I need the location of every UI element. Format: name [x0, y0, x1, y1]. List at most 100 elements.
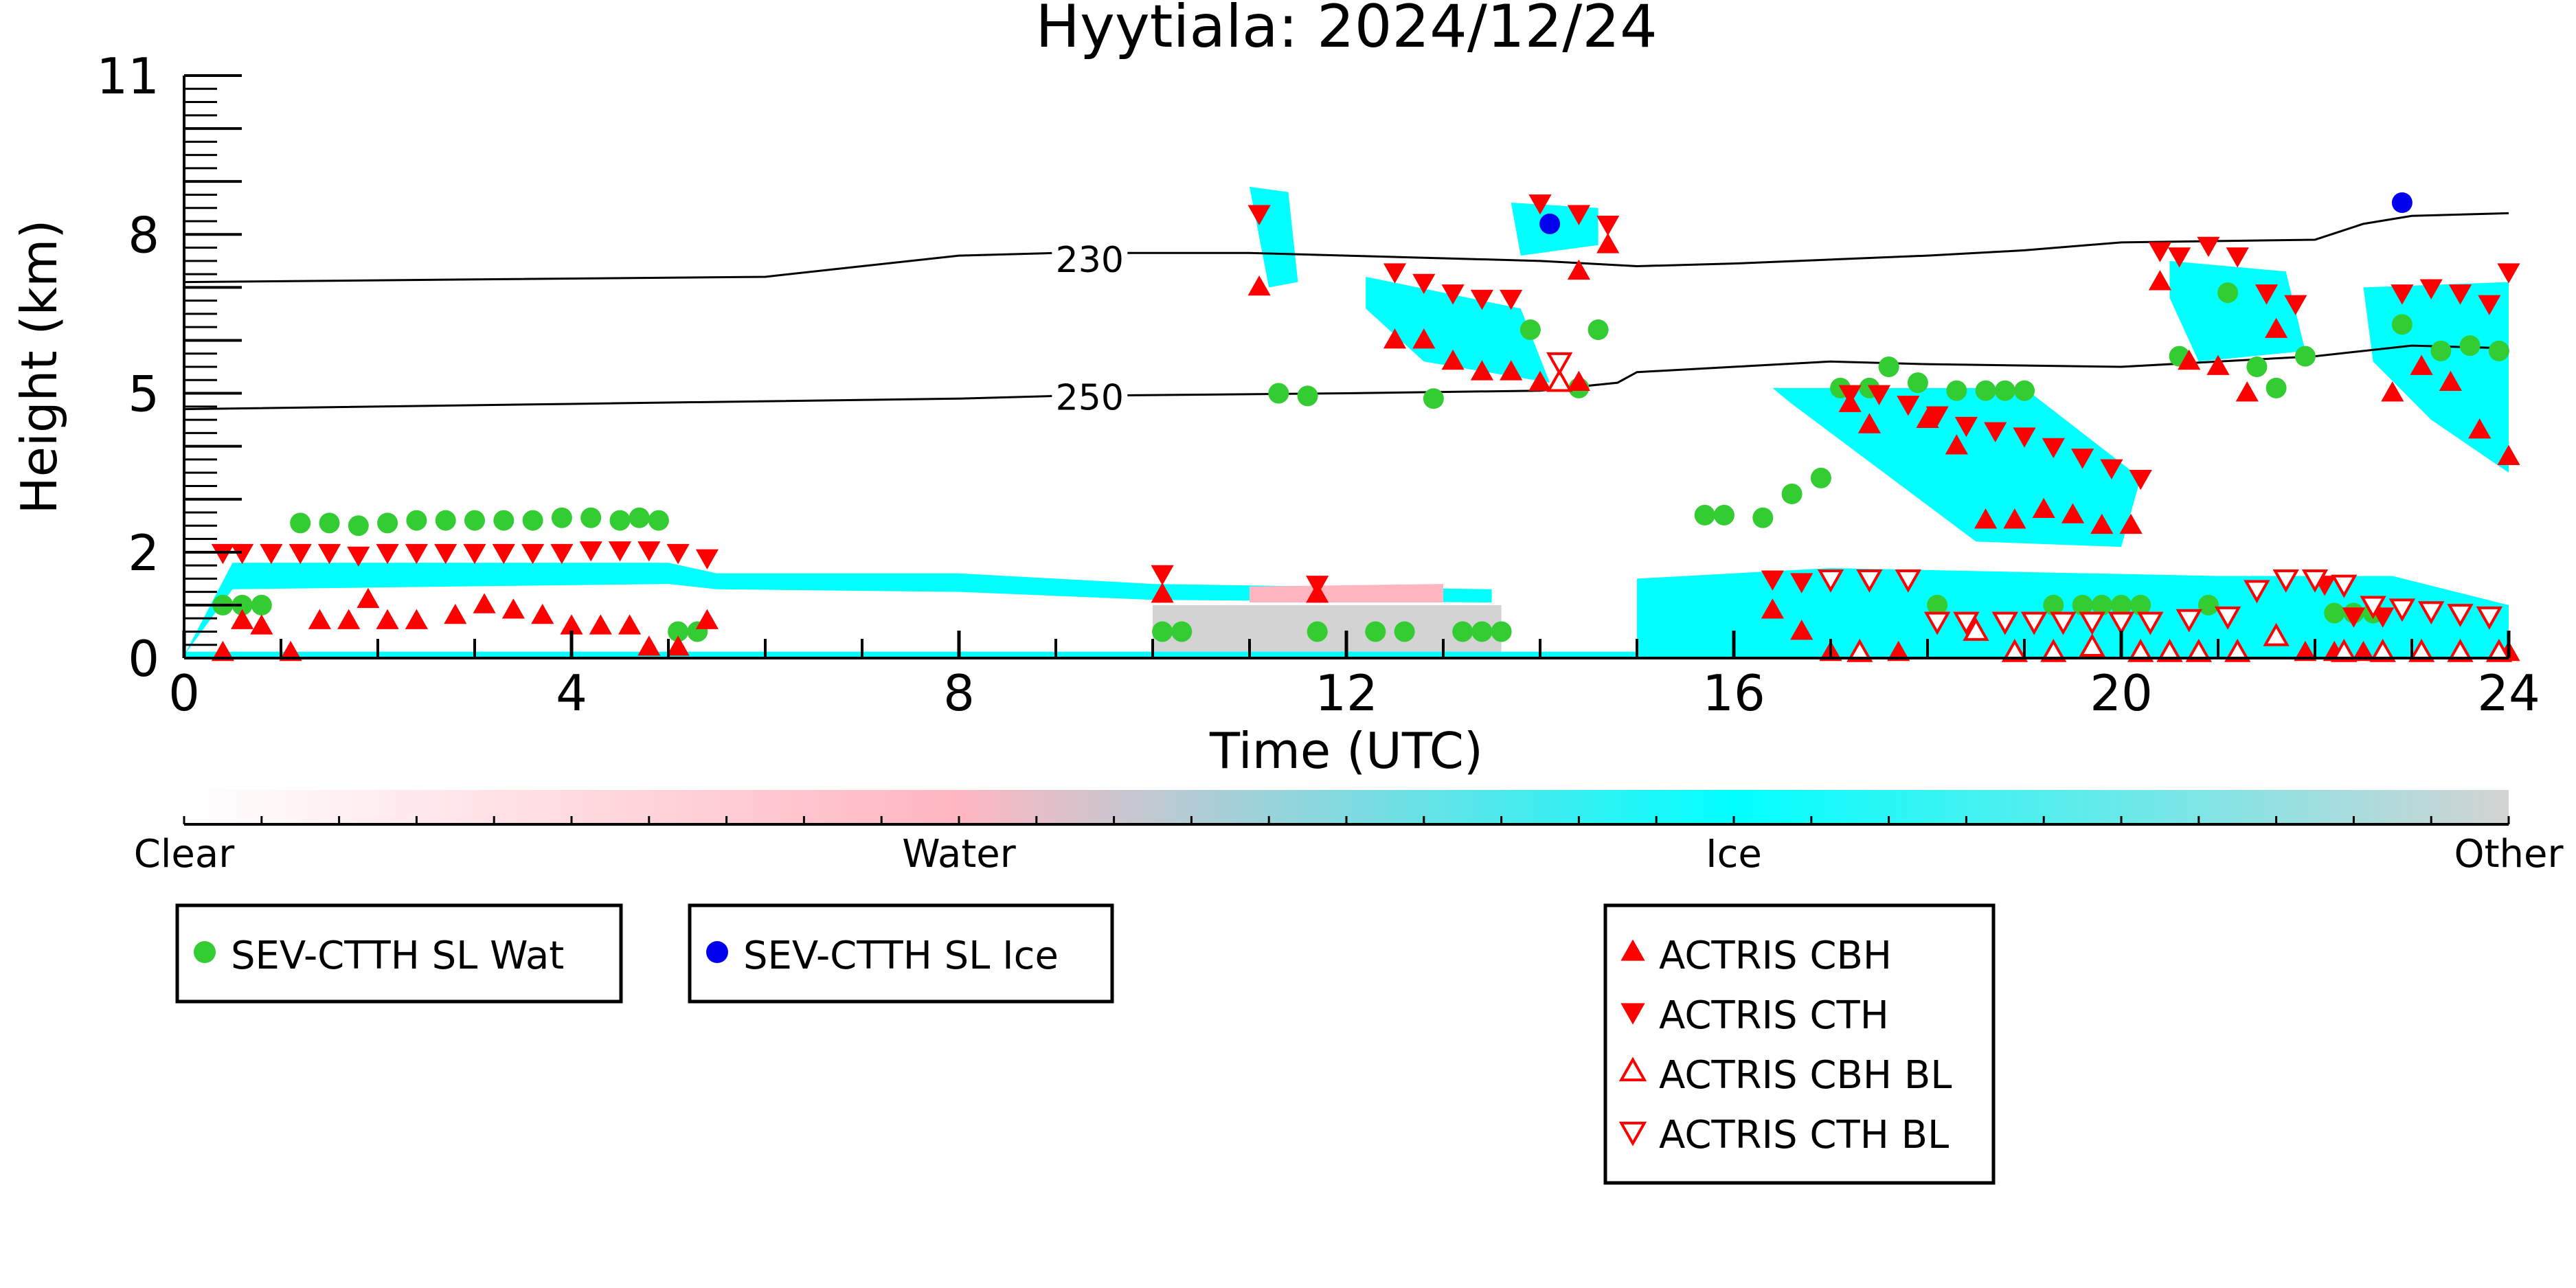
point-actris-cbh-2 [250, 614, 273, 635]
point-actris-cth-4 [317, 543, 341, 565]
colorbar-label-other: Other [2454, 832, 2564, 877]
point-sev-ctth-sl-wat-44 [1975, 380, 1996, 401]
point-actris-cth-15 [637, 541, 661, 562]
point-actris-cth-bl-18 [2360, 596, 2386, 620]
y-tick-label-8: 8 [128, 206, 159, 264]
legend-box-0 [175, 903, 623, 1004]
x-tick-label-20: 20 [2090, 664, 2153, 722]
contour-label-bg-250 [1052, 375, 1128, 414]
point-actris-cth-bl-15 [2272, 569, 2299, 593]
point-sev-ctth-sl-wat-22 [1297, 385, 1318, 407]
point-actris-cth-35 [1925, 406, 1949, 427]
point-actris-cth-bl-22 [2476, 606, 2502, 630]
cloud-region-1 [1250, 584, 1443, 603]
point-actris-cbh-bl-5 [2079, 633, 2105, 657]
point-actris-cth-34 [1897, 396, 1920, 416]
point-actris-cbh-27 [1528, 370, 1552, 392]
point-actris-cth-bl-21 [2447, 604, 2474, 627]
colorbar-labels: Clear Water Ice Other [134, 832, 2564, 877]
point-actris-cth-47 [2255, 284, 2279, 305]
point-actris-cbh-14 [589, 614, 612, 635]
contour-label-250: 250 [1056, 377, 1124, 418]
point-sev-ctth-sl-wat-3 [290, 512, 311, 534]
plot-axes: 0 2 5 8 11 0 4 8 12 16 20 24 [96, 47, 2540, 722]
cloud-region-6 [1366, 276, 1550, 383]
point-actris-cbh-1 [230, 609, 254, 629]
point-sev-ctth-sl-wat-16 [648, 510, 669, 531]
point-actris-cbh-46 [2178, 349, 2201, 370]
point-actris-cth-bl-17 [2331, 574, 2358, 598]
point-sev-ctth-sl-wat-30 [1519, 319, 1541, 341]
point-sev-ctth-sl-wat-7 [406, 510, 427, 531]
point-actris-cth-45 [2197, 236, 2220, 258]
point-actris-cbh-11 [501, 598, 526, 619]
point-actris-cth-bl-12 [2176, 609, 2202, 633]
point-actris-cth-bl-3 [1895, 569, 1921, 593]
point-actris-cbh-49 [2264, 317, 2288, 338]
point-sev-ctth-sl-wat-36 [1781, 484, 1803, 505]
point-actris-cbh-43 [2090, 513, 2114, 534]
point-actris-cbh-bl-13 [2408, 638, 2435, 662]
point-actris-cth-bl-13 [2214, 606, 2241, 630]
point-actris-cth-bl-4 [1923, 611, 1951, 635]
legend-label-actris-cbh-bl: ACTRIS CBH BL [1659, 1053, 1952, 1098]
point-actris-cbh-bl-7 [2156, 638, 2183, 662]
cloud-region-0 [184, 563, 1492, 656]
point-actris-cbh-35 [1857, 413, 1882, 433]
point-actris-cbh-3 [279, 640, 302, 662]
point-sev-ctth-sl-wat-17 [668, 621, 689, 642]
point-sev-ctth-sl-wat-32 [1588, 319, 1609, 341]
point-actris-cth-bl-1 [1817, 569, 1844, 593]
legend-marker-sev-ctth-sl-wat [194, 941, 216, 963]
point-actris-cth-bl-6 [1991, 611, 2018, 635]
legend-marker-actris-cbh-bl [1618, 1057, 1647, 1082]
point-actris-cth-bl-8 [2050, 611, 2077, 635]
point-actris-cth-17 [695, 549, 719, 569]
legend-marker-actris-cbh [1620, 939, 1645, 961]
point-sev-ctth-sl-wat-63 [2459, 335, 2481, 357]
point-actris-cth-50 [2342, 607, 2366, 628]
point-sev-ctth-sl-wat-62 [2430, 340, 2452, 361]
point-actris-cbh-bl-9 [2224, 638, 2251, 662]
point-actris-cbh-bl-8 [2185, 638, 2212, 662]
point-actris-cth-6 [376, 543, 399, 565]
point-sev-ctth-sl-wat-23 [1307, 621, 1328, 642]
point-sev-ctth-sl-wat-53 [2197, 594, 2219, 615]
point-actris-cth-36 [1954, 416, 1978, 438]
point-actris-cbh-40 [2003, 508, 2026, 529]
point-actris-cth-26 [1528, 194, 1552, 215]
point-actris-cth-bl-19 [2388, 598, 2416, 622]
point-sev-ctth-sl-wat-15 [629, 507, 650, 528]
legend-label-actris-cth-bl: ACTRIS CTH BL [1659, 1113, 1949, 1157]
point-actris-cth-bl-14 [2244, 580, 2270, 604]
point-actris-cth-39 [2042, 438, 2065, 459]
x-tick-label-0: 0 [168, 664, 200, 722]
point-actris-cbh-54 [2410, 354, 2433, 375]
point-actris-cth-bl-2 [1856, 569, 1883, 593]
point-actris-cbh-10 [473, 593, 496, 613]
point-actris-cbh-12 [531, 603, 554, 624]
point-sev-ctth-sl-wat-19 [1152, 621, 1173, 642]
point-actris-cth-52 [2391, 284, 2414, 305]
point-sev-ctth-sl-wat-43 [1946, 380, 1967, 401]
point-sev-ctth-sl-wat-20 [1171, 621, 1193, 642]
point-actris-cth-bl-7 [2020, 611, 2048, 635]
point-actris-cbh-23 [1412, 328, 1436, 349]
point-actris-cbh-bl-2 [1963, 618, 1989, 641]
point-actris-cth-bl-10 [2108, 611, 2135, 635]
point-actris-cth-33 [1867, 385, 1891, 405]
point-actris-cth-54 [2448, 284, 2472, 305]
x-tick-label-4: 4 [556, 664, 587, 722]
colorbar-ticks [183, 816, 2510, 824]
legend-box-2 [1603, 903, 1996, 1185]
contour-line-230 [184, 212, 2509, 284]
legend-label-sev-ctth-sl-wat: SEV-CTTH SL Wat [231, 934, 564, 978]
point-sev-ctth-sl-wat-64 [2488, 340, 2509, 361]
point-actris-cth-3 [289, 543, 312, 565]
point-actris-cbh-28 [1567, 259, 1591, 280]
point-sev-ctth-sl-wat-41 [1907, 372, 1928, 394]
point-actris-cth-46 [2226, 247, 2249, 268]
point-actris-cth-bl-20 [2418, 601, 2445, 625]
x-tick-label-8: 8 [943, 664, 975, 722]
